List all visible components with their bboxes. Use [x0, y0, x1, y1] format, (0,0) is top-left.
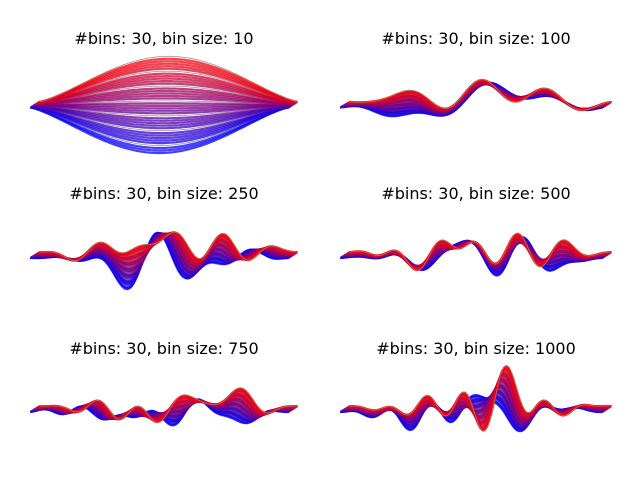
panel-2-title: #bins: 30, bin size: 100: [381, 29, 570, 48]
panel-1-plot: [29, 55, 299, 155]
panel-6-plot: [339, 364, 613, 433]
wave-line: [31, 105, 291, 135]
panel-5: #bins: 30, bin size: 750: [29, 339, 299, 427]
wave-line: [30, 106, 290, 150]
panel-6-title: #bins: 30, bin size: 1000: [376, 339, 576, 358]
panel-4-title: #bins: 30, bin size: 500: [381, 184, 570, 203]
panel-5-title: #bins: 30, bin size: 750: [69, 339, 258, 358]
wave-line: [33, 104, 293, 120]
wave-line: [349, 232, 613, 271]
wave-line: [34, 103, 293, 110]
panel-1: #bins: 30, bin size: 10: [29, 29, 299, 155]
wave-line: [38, 57, 298, 103]
panel-5-plot: [29, 387, 299, 427]
wave-line: [39, 387, 299, 423]
wave-line: [349, 79, 613, 111]
wave-line: [36, 87, 295, 105]
panel-3-plot: [30, 231, 298, 291]
panel-2: #bins: 30, bin size: 100: [339, 29, 613, 118]
wave-line: [37, 72, 297, 104]
panel-3: #bins: 30, bin size: 250: [30, 184, 298, 291]
panel-4: #bins: 30, bin size: 500: [339, 184, 613, 277]
wave-line: [39, 231, 298, 262]
wave-line: [39, 55, 299, 103]
wave-line: [349, 364, 613, 432]
panel-2-plot: [339, 78, 613, 118]
panel-1-title: #bins: 30, bin size: 10: [74, 29, 253, 48]
panel-4-plot: [339, 232, 613, 277]
panel-6: #bins: 30, bin size: 1000: [339, 339, 613, 433]
wave-line: [34, 102, 294, 106]
panel-3-title: #bins: 30, bin size: 250: [69, 184, 258, 203]
